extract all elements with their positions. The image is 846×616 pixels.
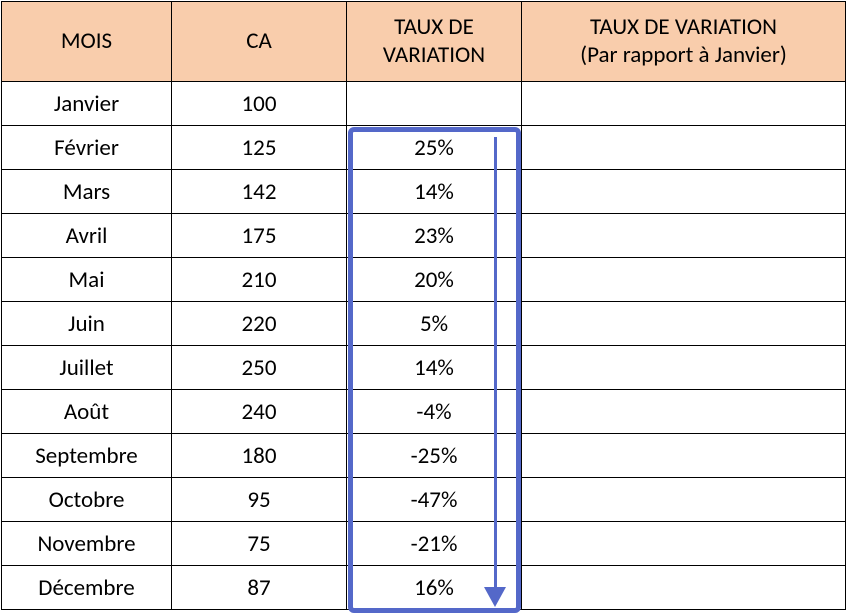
- cell-taux: 25%: [347, 126, 522, 170]
- cell-taux: 20%: [347, 258, 522, 302]
- cell-mois: Octobre: [2, 478, 172, 522]
- cell-taux2: [522, 170, 846, 214]
- cell-ca: 100: [172, 82, 347, 126]
- header-mois: MOIS: [2, 2, 172, 82]
- cell-ca: 95: [172, 478, 347, 522]
- cell-taux: 23%: [347, 214, 522, 258]
- cell-taux2: [522, 478, 846, 522]
- header-mois-line1: MOIS: [61, 27, 112, 55]
- cell-ca: 75: [172, 522, 347, 566]
- table-row: Juillet 250 14%: [2, 346, 846, 390]
- cell-ca: 175: [172, 214, 347, 258]
- cell-ca: 180: [172, 434, 347, 478]
- table-body: Janvier 100 Février 125 25% Mars 142 14%…: [2, 82, 846, 610]
- table-row: Août 240 -4%: [2, 390, 846, 434]
- cell-mois: Février: [2, 126, 172, 170]
- header-taux2: TAUX DE VARIATION (Par rapport à Janvier…: [522, 2, 846, 82]
- cell-ca: 142: [172, 170, 347, 214]
- cell-taux2: [522, 82, 846, 126]
- cell-taux: -4%: [347, 390, 522, 434]
- cell-ca: 220: [172, 302, 347, 346]
- table-row: Décembre 87 16%: [2, 566, 846, 610]
- table-row: Février 125 25%: [2, 126, 846, 170]
- cell-taux2: [522, 522, 846, 566]
- cell-mois: Novembre: [2, 522, 172, 566]
- header-taux-line1: TAUX DE: [394, 13, 474, 41]
- cell-mois: Septembre: [2, 434, 172, 478]
- cell-mois: Décembre: [2, 566, 172, 610]
- table-row: Septembre 180 -25%: [2, 434, 846, 478]
- cell-mois: Juillet: [2, 346, 172, 390]
- cell-mois: Mars: [2, 170, 172, 214]
- cell-ca: 250: [172, 346, 347, 390]
- header-taux: TAUX DE VARIATION: [347, 2, 522, 82]
- cell-taux2: [522, 346, 846, 390]
- cell-mois: Janvier: [2, 82, 172, 126]
- table-row: Juin 220 5%: [2, 302, 846, 346]
- header-row: MOIS CA TAUX DE VARIATION TAUX DE VARIAT…: [2, 2, 846, 82]
- header-taux-line2: VARIATION: [383, 41, 485, 69]
- cell-mois: Juin: [2, 302, 172, 346]
- table-row: Mars 142 14%: [2, 170, 846, 214]
- cell-taux: 5%: [347, 302, 522, 346]
- header-ca-line1: CA: [246, 27, 272, 55]
- cell-taux2: [522, 258, 846, 302]
- cell-mois: Août: [2, 390, 172, 434]
- cell-taux: [347, 82, 522, 126]
- cell-taux2: [522, 390, 846, 434]
- table-row: Avril 175 23%: [2, 214, 846, 258]
- header-taux2-line2: (Par rapport à Janvier): [580, 41, 787, 69]
- header-ca: CA: [172, 2, 347, 82]
- data-table: MOIS CA TAUX DE VARIATION TAUX DE VARIAT…: [1, 1, 846, 610]
- cell-taux: 14%: [347, 170, 522, 214]
- cell-taux: -21%: [347, 522, 522, 566]
- table-row: Mai 210 20%: [2, 258, 846, 302]
- cell-taux2: [522, 214, 846, 258]
- cell-taux: 16%: [347, 566, 522, 610]
- cell-ca: 87: [172, 566, 347, 610]
- cell-ca: 240: [172, 390, 347, 434]
- cell-taux: 14%: [347, 346, 522, 390]
- table-row: Octobre 95 -47%: [2, 478, 846, 522]
- cell-ca: 125: [172, 126, 347, 170]
- cell-taux2: [522, 302, 846, 346]
- cell-ca: 210: [172, 258, 347, 302]
- cell-taux2: [522, 566, 846, 610]
- cell-taux: -25%: [347, 434, 522, 478]
- header-taux2-line1: TAUX DE VARIATION: [590, 13, 777, 41]
- table-row: Novembre 75 -21%: [2, 522, 846, 566]
- table-row: Janvier 100: [2, 82, 846, 126]
- cell-mois: Avril: [2, 214, 172, 258]
- cell-mois: Mai: [2, 258, 172, 302]
- cell-taux2: [522, 434, 846, 478]
- cell-taux2: [522, 126, 846, 170]
- cell-taux: -47%: [347, 478, 522, 522]
